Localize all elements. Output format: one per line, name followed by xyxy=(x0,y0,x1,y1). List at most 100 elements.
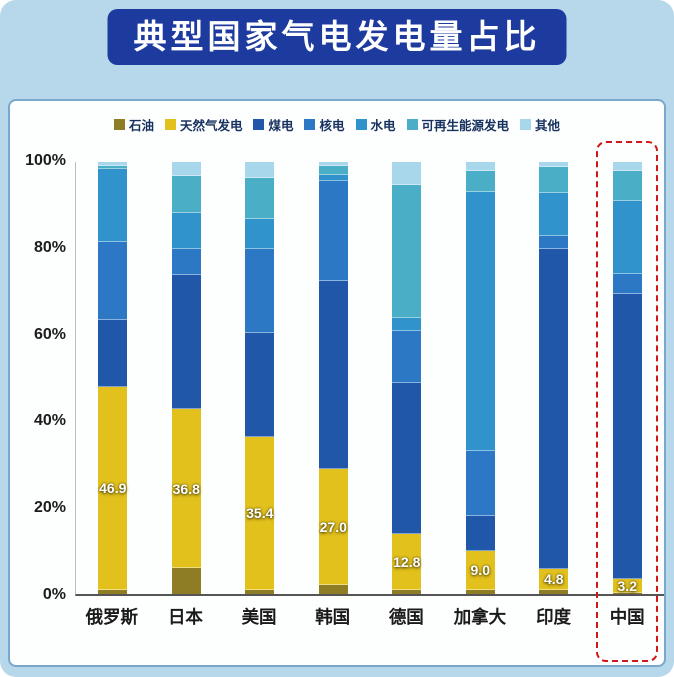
bar-segment xyxy=(98,319,128,388)
bar-segment xyxy=(392,331,422,384)
legend-swatch-icon xyxy=(113,119,125,130)
bar-segment xyxy=(245,589,275,594)
bar-segment xyxy=(465,162,495,171)
x-axis-label: 日本 xyxy=(167,607,203,627)
bar-segment xyxy=(98,387,128,590)
stacked-bar xyxy=(392,162,422,594)
plot-area: 46.9 36.8 35.4 27.0 12.8 9.0 4.8 3.2 xyxy=(75,162,664,596)
stacked-bar xyxy=(465,162,495,594)
bar-segment xyxy=(465,550,495,590)
bar-segment xyxy=(612,170,642,201)
legend-item: 核电 xyxy=(304,115,345,134)
gas-value-label: 4.8 xyxy=(544,571,564,588)
legend-label: 天然气发电 xyxy=(179,119,243,133)
bar-segment xyxy=(318,181,348,281)
chart-title: 典型国家气电发电量占比 xyxy=(133,18,541,55)
gas-value-label: 46.9 xyxy=(99,480,127,497)
y-tick-label: 100% xyxy=(25,152,66,169)
legend-swatch-icon xyxy=(355,119,367,130)
bar-segment xyxy=(392,162,422,185)
bar-segment xyxy=(171,409,201,569)
bar-segment xyxy=(612,293,642,579)
legend-swatch-icon xyxy=(304,119,316,130)
bar-segment xyxy=(539,236,569,250)
y-axis: 0% 20% 40% 60% 80% 100% xyxy=(10,152,66,603)
legend-item: 石油 xyxy=(113,115,154,134)
bar-segment xyxy=(465,170,495,193)
stacked-bar xyxy=(245,162,275,594)
legend-item: 天然气发电 xyxy=(164,115,243,134)
chart-legend: 石油 天然气发电 煤电 核电 水电 可再生能源发电 其他 xyxy=(10,115,664,134)
bar-segment xyxy=(465,589,495,594)
bar-segment xyxy=(612,274,642,294)
bar-segment xyxy=(171,162,201,176)
legend-label: 核电 xyxy=(319,119,345,133)
x-axis-labels: 俄罗斯 日本 美国 韩国 德国 加拿大 印度 中国 xyxy=(75,604,664,630)
bar-segment xyxy=(539,589,569,594)
stacked-bar xyxy=(539,162,569,594)
y-tick-label: 40% xyxy=(33,412,66,430)
bar-segment xyxy=(318,280,348,469)
legend-swatch-icon xyxy=(406,119,418,130)
legend-label: 煤电 xyxy=(268,119,294,133)
x-axis-label: 韩国 xyxy=(315,607,351,627)
legend-label: 水电 xyxy=(370,119,396,133)
bar-segment xyxy=(539,162,569,168)
stacked-bar xyxy=(318,162,348,594)
bar-segment xyxy=(171,249,201,276)
gas-value-label: 9.0 xyxy=(470,562,490,579)
bar-segment xyxy=(392,318,422,332)
bar-segment xyxy=(465,192,495,452)
legend-swatch-icon xyxy=(520,119,532,130)
bar-segment xyxy=(171,568,201,594)
gas-value-label: 12.8 xyxy=(393,554,421,571)
bar-segment xyxy=(465,516,495,551)
bar-segment xyxy=(171,175,201,213)
bar-segment xyxy=(539,193,569,237)
gas-value-label: 35.4 xyxy=(246,505,274,522)
bar-segment xyxy=(245,162,275,178)
stacked-bar xyxy=(98,162,128,594)
gas-value-label: 3.2 xyxy=(617,577,637,594)
bar-segment xyxy=(245,333,275,437)
gas-value-label: 36.8 xyxy=(172,480,200,497)
bar-segment xyxy=(318,166,348,176)
bar-segment xyxy=(318,162,348,167)
x-axis-label: 俄罗斯 xyxy=(85,607,139,627)
legend-item: 其他 xyxy=(520,115,560,134)
legend-label: 可再生能源发电 xyxy=(421,119,510,133)
bar-segment xyxy=(318,175,348,182)
bar-segment xyxy=(171,275,201,410)
bar-segment xyxy=(612,162,642,171)
legend-swatch-icon xyxy=(164,119,176,130)
legend-swatch-icon xyxy=(253,119,265,130)
chart-title-banner: 典型国家气电发电量占比 xyxy=(107,9,567,65)
x-axis-label: 加拿大 xyxy=(453,607,507,627)
bar-segment xyxy=(612,592,642,594)
bar-segment xyxy=(245,218,275,249)
bar-segment xyxy=(98,168,128,242)
legend-label: 其他 xyxy=(535,119,561,133)
bar-segment xyxy=(318,468,348,586)
bar-segment xyxy=(612,578,642,593)
stacked-bar xyxy=(612,162,642,594)
y-tick-label: 60% xyxy=(33,325,66,343)
chart-panel: 石油 天然气发电 煤电 核电 水电 可再生能源发电 其他 0% 20% 40% 60% 80% 100… xyxy=(8,99,666,667)
legend-item: 可再生能源发电 xyxy=(406,115,510,134)
bar-segment xyxy=(539,568,569,590)
legend-label: 石油 xyxy=(128,119,154,133)
bar-segment xyxy=(171,212,201,250)
bar-segment xyxy=(539,167,569,194)
bar-segment xyxy=(392,383,422,535)
bar-segment xyxy=(98,241,128,320)
x-axis-label: 印度 xyxy=(536,607,572,627)
bar-segment xyxy=(392,184,422,319)
y-tick-label: 80% xyxy=(33,238,66,256)
bar-segment xyxy=(245,177,275,219)
bar-segment xyxy=(98,589,128,594)
legend-item: 水电 xyxy=(355,115,396,134)
bar-segment xyxy=(245,436,275,590)
y-tick-label: 20% xyxy=(33,499,66,517)
bar-segment xyxy=(98,162,128,167)
bar-segment xyxy=(98,166,128,169)
